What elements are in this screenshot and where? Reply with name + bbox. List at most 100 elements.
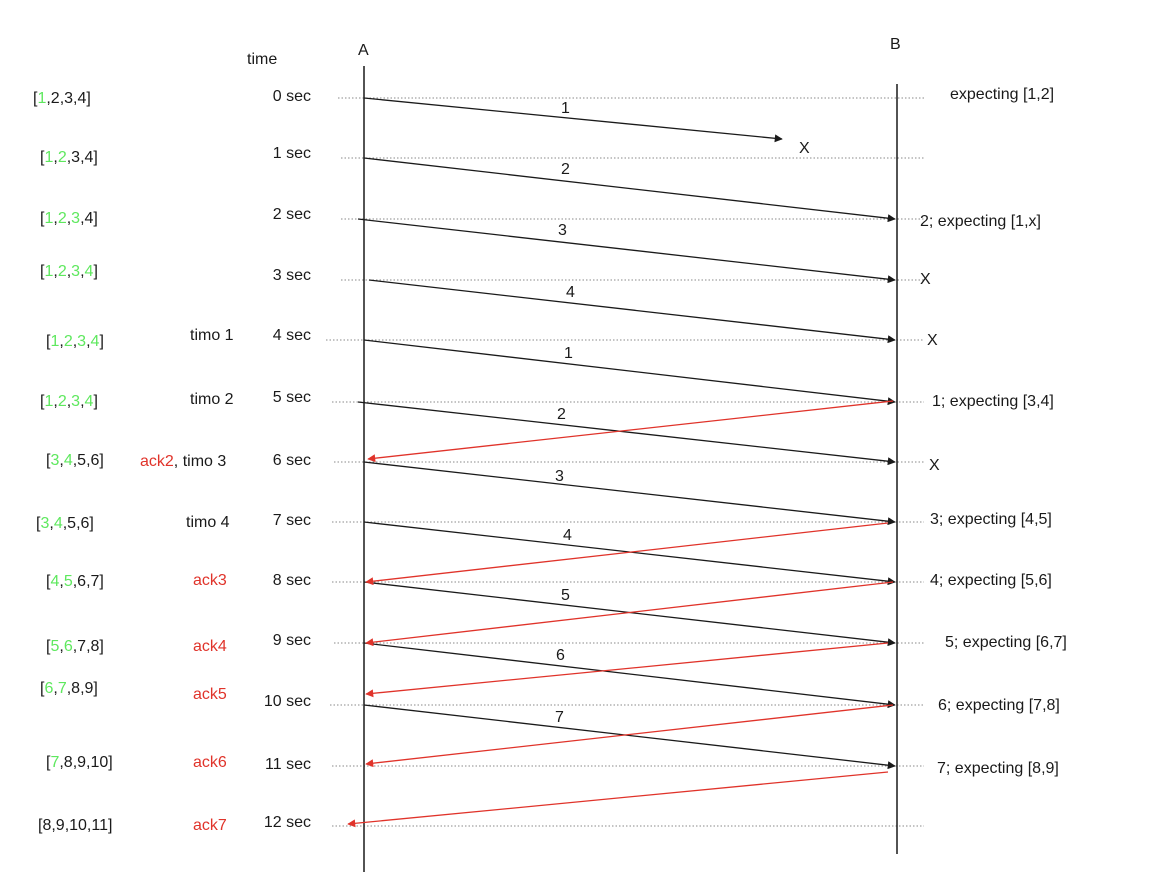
receiver-state: 3; expecting [4,5] <box>930 511 1052 528</box>
window-text-segment: [ <box>33 90 38 107</box>
packet-arrow <box>363 642 896 709</box>
window-seq-in-flight: 5 <box>50 638 59 655</box>
packet-arrow <box>363 97 783 143</box>
window-seq-in-flight: 3 <box>71 210 80 227</box>
data-packet-arrows <box>357 97 896 770</box>
sender-window: [3,4,5,6] <box>36 515 94 532</box>
packet-arrow <box>363 339 896 406</box>
packet-seq-label: 5 <box>561 587 570 604</box>
window-seq-in-flight: 6 <box>64 638 73 655</box>
window-text-segment: [ <box>46 573 51 590</box>
lifelines <box>363 66 898 872</box>
sender-event: ack5 <box>193 686 227 703</box>
ack-arrow <box>365 581 894 647</box>
packet-seq-label: 4 <box>566 284 575 301</box>
window-seq-in-flight: 3 <box>77 333 86 350</box>
packet-seq-label: 2 <box>561 161 570 178</box>
window-seq-in-flight: 3 <box>71 393 80 410</box>
window-seq-in-flight: 4 <box>50 573 59 590</box>
window-text-segment: ,8,9,10] <box>59 754 112 771</box>
window-text-segment: [ <box>40 263 45 280</box>
window-text-segment: [8,9,10,11] <box>38 817 112 834</box>
window-text-segment: , <box>67 210 71 227</box>
packet-arrow <box>363 157 896 223</box>
time-label: 2 sec <box>273 206 311 223</box>
window-text-segment: , <box>86 333 90 350</box>
ack-received-label: ack5 <box>193 686 227 703</box>
window-seq-in-flight: 2 <box>58 263 67 280</box>
window-text-segment: , <box>59 452 63 469</box>
window-seq-in-flight: 4 <box>64 452 73 469</box>
window-seq-in-flight: 1 <box>44 149 53 166</box>
packet-seq-label: 4 <box>563 527 572 544</box>
window-text-segment: , <box>67 393 71 410</box>
sender-event: timo 1 <box>190 327 234 344</box>
time-label: 5 sec <box>273 389 311 406</box>
window-text-segment: ,8,9] <box>67 680 98 697</box>
window-seq-in-flight: 6 <box>44 680 53 697</box>
packet-seq-label: 1 <box>561 100 570 117</box>
ack-arrow <box>365 642 889 698</box>
sender-window: [1,2,3,4] <box>46 333 104 350</box>
time-column-header: time <box>247 51 277 68</box>
time-gridlines <box>326 97 924 827</box>
window-text-segment: [ <box>46 333 51 350</box>
host-b-label: B <box>890 36 901 53</box>
window-text-segment: [ <box>46 452 51 469</box>
time-label: 1 sec <box>273 145 311 162</box>
receiver-state: 4; expecting [5,6] <box>930 572 1052 589</box>
window-text-segment: ,5,6] <box>73 452 104 469</box>
window-text-segment: , <box>73 333 77 350</box>
sender-event: timo 4 <box>186 514 230 531</box>
sender-window: [5,6,7,8] <box>46 638 104 655</box>
window-seq-in-flight: 1 <box>50 333 59 350</box>
sender-window: [7,8,9,10] <box>46 754 113 771</box>
ack-arrow <box>347 771 889 828</box>
time-label: 11 sec <box>265 756 311 773</box>
sender-window: [6,7,8,9] <box>40 680 98 697</box>
window-text-segment: , <box>49 515 53 532</box>
window-text-segment: [ <box>36 515 41 532</box>
window-seq-in-flight: 2 <box>58 149 67 166</box>
window-text-segment: ,4] <box>80 210 98 227</box>
ack-arrow <box>365 522 889 586</box>
ack-arrow <box>365 704 894 768</box>
window-seq-in-flight: 4 <box>91 333 100 350</box>
packet-arrow <box>357 401 896 466</box>
window-text-segment: , <box>53 210 57 227</box>
receiver-state: 5; expecting [6,7] <box>945 634 1067 651</box>
sender-window: [3,4,5,6] <box>46 452 104 469</box>
time-label: 6 sec <box>273 452 311 469</box>
receiver-drop-mark: X <box>920 271 931 288</box>
packet-arrow <box>357 218 896 284</box>
window-seq-in-flight: 1 <box>44 210 53 227</box>
time-label: 0 sec <box>273 88 311 105</box>
sender-window: [1,2,3,4] <box>40 149 98 166</box>
window-text-segment: , <box>59 333 63 350</box>
window-seq-in-flight: 1 <box>44 263 53 280</box>
receiver-state: 7; expecting [8,9] <box>937 760 1059 777</box>
sender-event: ack3 <box>193 572 227 589</box>
window-text-segment: , <box>67 263 71 280</box>
ack-arrows <box>347 400 894 828</box>
window-text-segment: [ <box>40 149 45 166</box>
window-seq-in-flight: 4 <box>85 393 94 410</box>
ack-received-label: ack6 <box>193 754 227 771</box>
packet-seq-label: 6 <box>556 647 565 664</box>
lost-packet-mark: X <box>799 140 810 157</box>
window-text-segment: [ <box>40 393 45 410</box>
ack-received-label: ack2 <box>140 453 174 470</box>
packet-seq-label: 7 <box>555 709 564 726</box>
window-text-segment: [ <box>46 754 51 771</box>
window-text-segment: ] <box>99 333 103 350</box>
window-seq-in-flight: 2 <box>58 393 67 410</box>
window-seq-in-flight: 1 <box>37 90 46 107</box>
time-label: 9 sec <box>273 632 311 649</box>
window-seq-in-flight: 3 <box>71 263 80 280</box>
window-text-segment: [ <box>40 680 45 697</box>
host-a-label: A <box>358 42 369 59</box>
window-text-segment: , <box>80 263 84 280</box>
window-text-segment: ] <box>93 393 97 410</box>
sender-window: [8,9,10,11] <box>38 817 112 834</box>
packet-arrow <box>368 279 896 344</box>
